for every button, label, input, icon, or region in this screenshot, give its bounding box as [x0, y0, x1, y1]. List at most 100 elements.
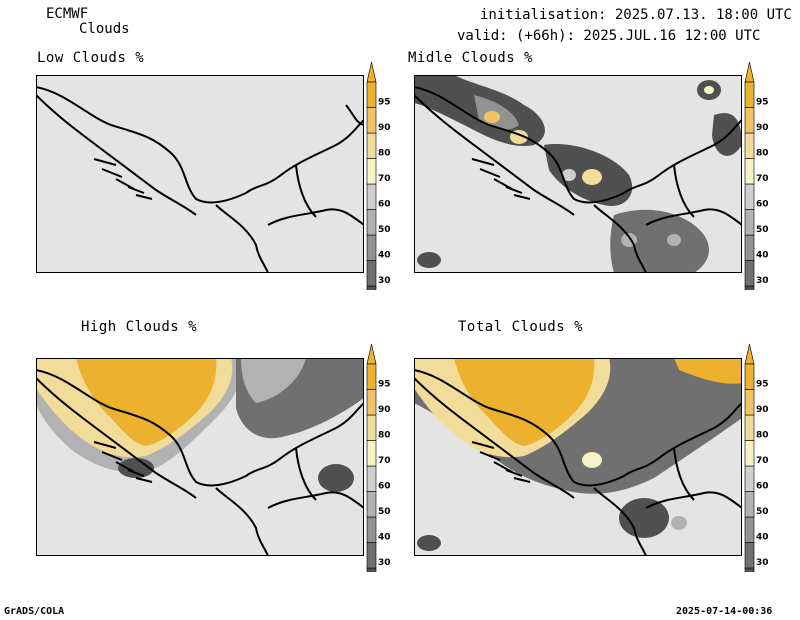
footer-timestamp: 2025-07-14-00:36: [676, 606, 773, 617]
panel-title-middle: Midle Clouds %: [408, 50, 534, 66]
cloud-area: [610, 209, 709, 273]
coastline: [414, 377, 575, 499]
colorbar-tick-label: 60: [378, 482, 391, 492]
cloud-patch: [484, 111, 500, 123]
country-border: [267, 208, 364, 226]
cloud-patch: [417, 535, 441, 551]
footer-software: GrADS/COLA: [4, 606, 65, 617]
colorbar-tick-label: 70: [756, 174, 769, 184]
colorbar-overflow-triangle: [744, 343, 755, 365]
colorbar-band: [366, 516, 377, 543]
colorbar-band: [366, 414, 377, 441]
colorbar-tick-label: 60: [378, 200, 391, 210]
cloud-patch: [704, 86, 714, 94]
map-frame: [414, 358, 742, 556]
colorbar-band: [366, 491, 377, 518]
map-frame: [36, 75, 364, 273]
colorbar-band: [366, 389, 377, 416]
cloud-patch: [417, 252, 441, 268]
colorbar-overflow-triangle: [366, 61, 377, 83]
colorbar-band: [366, 183, 377, 210]
cloud-area: [241, 358, 306, 403]
panel-title-high: High Clouds %: [81, 319, 198, 335]
colorbar-band: [366, 363, 377, 390]
model-name: ECMWF: [46, 6, 89, 22]
country-border: [645, 491, 742, 509]
colorbar-tick-label: 80: [756, 431, 769, 441]
colorbar-band: [744, 414, 755, 441]
colorbar-tick-label: 60: [756, 200, 769, 210]
country-border: [345, 104, 364, 126]
colorbar-tick-label: 30: [378, 276, 391, 286]
colorbar-band: [744, 363, 755, 390]
colorbar-tick-label: 95: [378, 380, 391, 390]
colorbar-tick-label: 40: [378, 251, 391, 261]
map-middle-clouds: [414, 75, 742, 273]
cloud-patch: [118, 458, 154, 478]
colorbar-tick-label: 50: [378, 507, 391, 517]
colorbar-tick-label: 80: [756, 149, 769, 159]
map-total-clouds: [414, 358, 742, 556]
country-border: [295, 447, 317, 501]
colorbar-band: [366, 107, 377, 134]
product-name: Clouds: [79, 21, 130, 37]
colorbar-tick-label: 40: [756, 533, 769, 543]
colorbar-band: [366, 260, 377, 287]
colorbar-tick-label: 90: [378, 123, 391, 133]
colorbar-tick-label: 70: [378, 174, 391, 184]
colorbar-band: [744, 285, 755, 290]
country-border: [215, 204, 269, 273]
map-low-clouds: [36, 75, 364, 273]
cloud-patch: [582, 452, 602, 468]
colorbar-tick-label: 95: [756, 380, 769, 390]
cloud-area: [76, 358, 217, 446]
colorbar-band: [744, 260, 755, 287]
colorbar-band: [366, 158, 377, 185]
colorbar-tick-label: 30: [378, 558, 391, 568]
colorbar-tick-label: 95: [756, 98, 769, 108]
colorbar-band: [744, 209, 755, 236]
colorbar-band: [744, 465, 755, 492]
country-border: [36, 369, 364, 487]
cloud-patch: [671, 516, 687, 530]
map-background: [36, 75, 364, 273]
map-frame: [36, 358, 364, 556]
country-border: [673, 164, 695, 218]
country-border: [215, 487, 269, 556]
cloud-patch: [619, 498, 669, 538]
country-border: [414, 86, 742, 204]
colorbar-band: [744, 542, 755, 569]
colorbar-band: [744, 132, 755, 159]
colorbar-tick-label: 90: [756, 123, 769, 133]
island: [471, 158, 531, 200]
colorbar-tick-label: 50: [756, 507, 769, 517]
colorbar-band: [744, 389, 755, 416]
colorbar-tick-label: 70: [378, 456, 391, 466]
colorbar-high: 203040506070809095: [366, 343, 391, 572]
colorbar-band: [366, 542, 377, 569]
map-frame: [414, 75, 742, 273]
country-border: [414, 369, 742, 487]
colorbar-overflow-triangle: [366, 343, 377, 365]
colorbar-tick-label: 80: [378, 431, 391, 441]
colorbar-tick-label: 30: [756, 276, 769, 286]
country-border: [593, 204, 647, 273]
colorbar-tick-label: 50: [756, 225, 769, 235]
coastline: [36, 94, 197, 216]
colorbar-band: [744, 491, 755, 518]
cloud-area: [454, 358, 595, 446]
colorbar-tick-label: 95: [378, 98, 391, 108]
panel-title-low: Low Clouds %: [37, 50, 145, 66]
cloud-patch: [562, 169, 576, 181]
colorbar-band: [744, 234, 755, 261]
colorbar-tick-label: 50: [378, 225, 391, 235]
map-high-clouds: [36, 358, 364, 556]
colorbar-band: [744, 567, 755, 572]
island: [93, 441, 153, 483]
colorbar-tick-label: 90: [378, 405, 391, 415]
colorbar-band: [366, 465, 377, 492]
colorbar-band: [366, 132, 377, 159]
colorbar-band: [366, 440, 377, 467]
colorbar-band: [744, 183, 755, 210]
colorbar-band: [744, 158, 755, 185]
